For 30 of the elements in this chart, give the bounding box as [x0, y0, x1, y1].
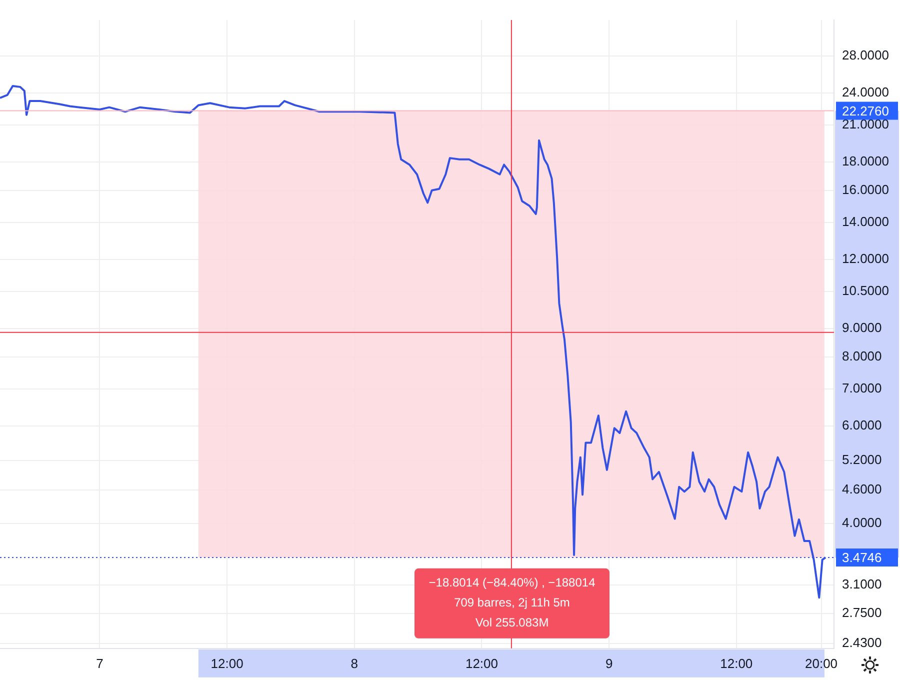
annotation: −18.8014 (−84.40%) , −188014 [428, 576, 596, 590]
annotation: Vol 255.083M [475, 616, 549, 630]
x-tick-label: 12:00 [210, 656, 244, 671]
y-tick-label: 7.0000 [842, 380, 882, 396]
y-tick-label: 16.0000 [842, 182, 889, 197]
y-tick-label: 4.0000 [842, 515, 882, 530]
y-tick-label: 2.7500 [842, 605, 882, 620]
y-tick-label: 6.0000 [842, 418, 882, 433]
x-tick-label: 12:00 [465, 656, 498, 671]
y-tick-label: 2.4300 [842, 634, 882, 650]
x-tick-label: 20:00 [804, 656, 838, 671]
ref-line-label: 22.2760 [842, 103, 889, 118]
y-tick-label: 3.1000 [842, 576, 882, 592]
x-tick-label: 9 [605, 656, 613, 671]
y-tick-label: 18.0000 [842, 154, 889, 169]
annotation: 709 barres, 2j 11h 5m [454, 596, 570, 610]
y-tick-label: 14.0000 [842, 214, 889, 230]
y-tick-label: 10.5000 [842, 283, 889, 298]
y-tick-label: 9.0000 [842, 320, 882, 336]
y-tick-label: 24.0000 [842, 84, 889, 100]
y-tick-label: 28.0000 [842, 47, 889, 62]
y-tick-label: 12.0000 [842, 251, 889, 266]
x-tick-label: 12:00 [720, 656, 753, 671]
y-tick-label: 4.6000 [842, 482, 882, 497]
y-tick-label: 21.0000 [842, 116, 889, 132]
x-tick-label: 7 [96, 656, 104, 671]
x-tick-label: 8 [350, 656, 358, 671]
y-tick-label: 8.0000 [842, 348, 882, 364]
y-tick-label: 5.2000 [842, 452, 882, 468]
ref-line-label: 3.4746 [842, 550, 882, 566]
